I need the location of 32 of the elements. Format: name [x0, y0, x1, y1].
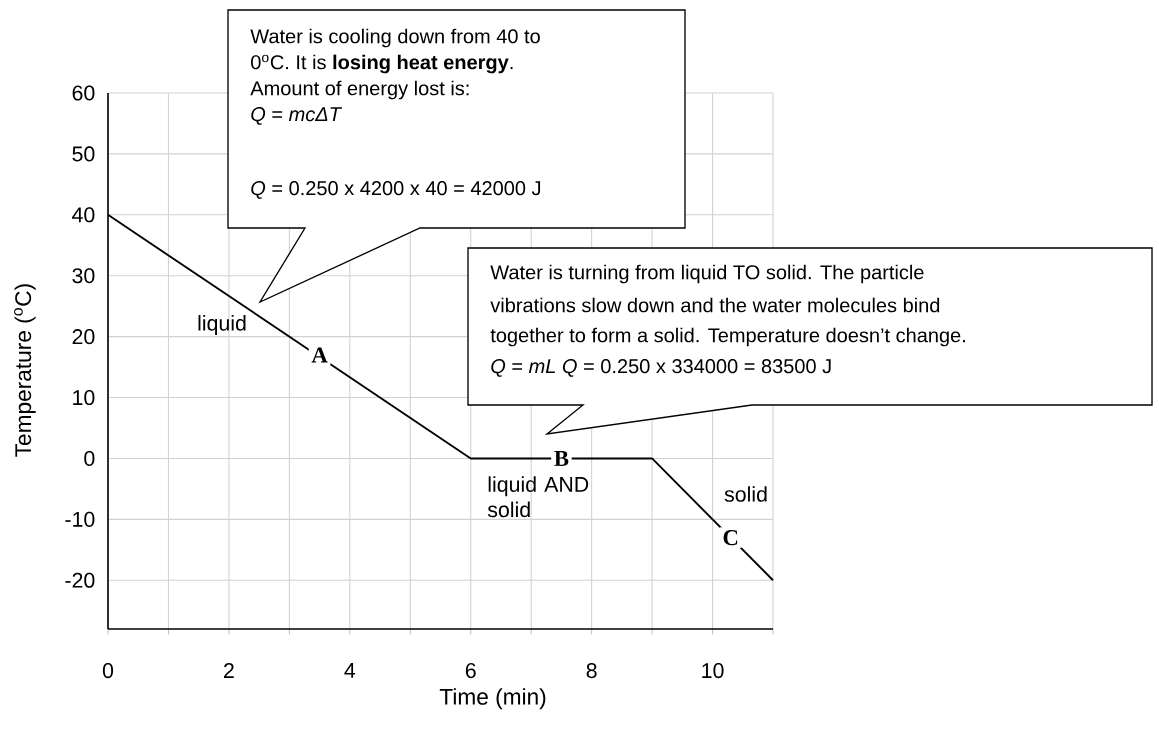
annotation: Water is turning from liquid TO solid. The particle	[490, 264, 924, 284]
annotation: B	[554, 450, 569, 466]
annotation: Q = mcΔT	[251, 107, 343, 125]
x-tick-label: 10	[702, 663, 724, 679]
x-tick-label: 2	[224, 663, 234, 678]
annotation: liquid	[198, 315, 246, 335]
annotation: Q = 0.250 x 4200 x 40 = 42000 J	[251, 181, 541, 199]
y-tick-label: 30	[72, 268, 95, 284]
x-tick-label: 4	[344, 663, 356, 678]
x-tick-label: 6	[465, 663, 476, 679]
text: Water is cooling down from 40 to	[250, 28, 540, 48]
annotation: A	[311, 347, 328, 363]
annotation: together to form a solid. Temperature doesn’t change.	[490, 327, 965, 347]
y-tick-label: 60	[72, 85, 95, 101]
annotation: Amount of energy lost is:	[250, 80, 469, 100]
y-tick-label: 10	[73, 390, 95, 406]
y-tick-label: -20	[65, 572, 95, 588]
y-tick-label: 0	[84, 450, 95, 467]
text: 0$^{o}$C. It is losing heat energy.	[251, 54, 513, 74]
y-tick-label: 20	[72, 329, 95, 345]
y-tick-label: 50	[72, 146, 95, 162]
x-tick-label: 0	[102, 663, 114, 679]
annotation: vibrations slow down and the water molecules bind	[490, 297, 940, 313]
annotation: solid	[724, 486, 767, 502]
x-axis-title: Time (min)	[439, 688, 546, 710]
annotation: Q = mL Q = 0.250 x 334000 = 83500 J	[491, 359, 831, 377]
y-axis-title: Temperature ($^{o}$C)	[14, 284, 36, 457]
y-tick-label: 40	[72, 207, 95, 223]
annotation: C	[723, 530, 738, 546]
y-tick-label: -10	[65, 511, 95, 527]
x-tick-label: 8	[586, 663, 597, 679]
annotation: liquid AND solid	[487, 476, 589, 518]
